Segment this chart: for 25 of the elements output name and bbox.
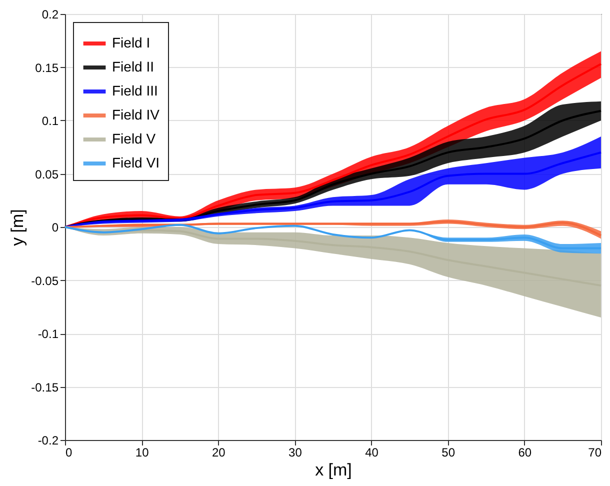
y-axis-title: y [m] [8,209,28,246]
x-tick-label: 70 [588,446,602,460]
legend-label: Field I [112,34,150,50]
x-axis-title: x [m] [315,460,352,480]
x-tick-label: 20 [212,446,226,460]
y-tick-label: 0 [52,220,59,234]
y-tick-label: 0.05 [35,167,59,182]
legend-label: Field V [112,130,156,146]
x-tick-label: 50 [442,446,456,460]
y-tick-label: -0.15 [31,380,59,394]
x-tick-label: 10 [135,446,150,460]
legend-label: Field IV [112,106,160,122]
y-tick-label: -0.2 [38,434,59,448]
x-tick-label: 60 [518,446,532,460]
y-tick-label: -0.1 [38,327,59,341]
legend-label: Field VI [112,154,160,170]
legend-label: Field III [112,82,158,98]
y-tick-label: 0.1 [42,114,59,128]
y-tick-label: 0.15 [35,60,59,75]
x-tick-label: 0 [66,446,72,460]
y-tick-label: 0.2 [42,8,59,22]
x-tick-label: 30 [288,446,302,460]
legend-label: Field II [112,58,154,74]
x-tick-label: 40 [365,446,379,460]
y-tick-label: -0.05 [31,274,59,288]
